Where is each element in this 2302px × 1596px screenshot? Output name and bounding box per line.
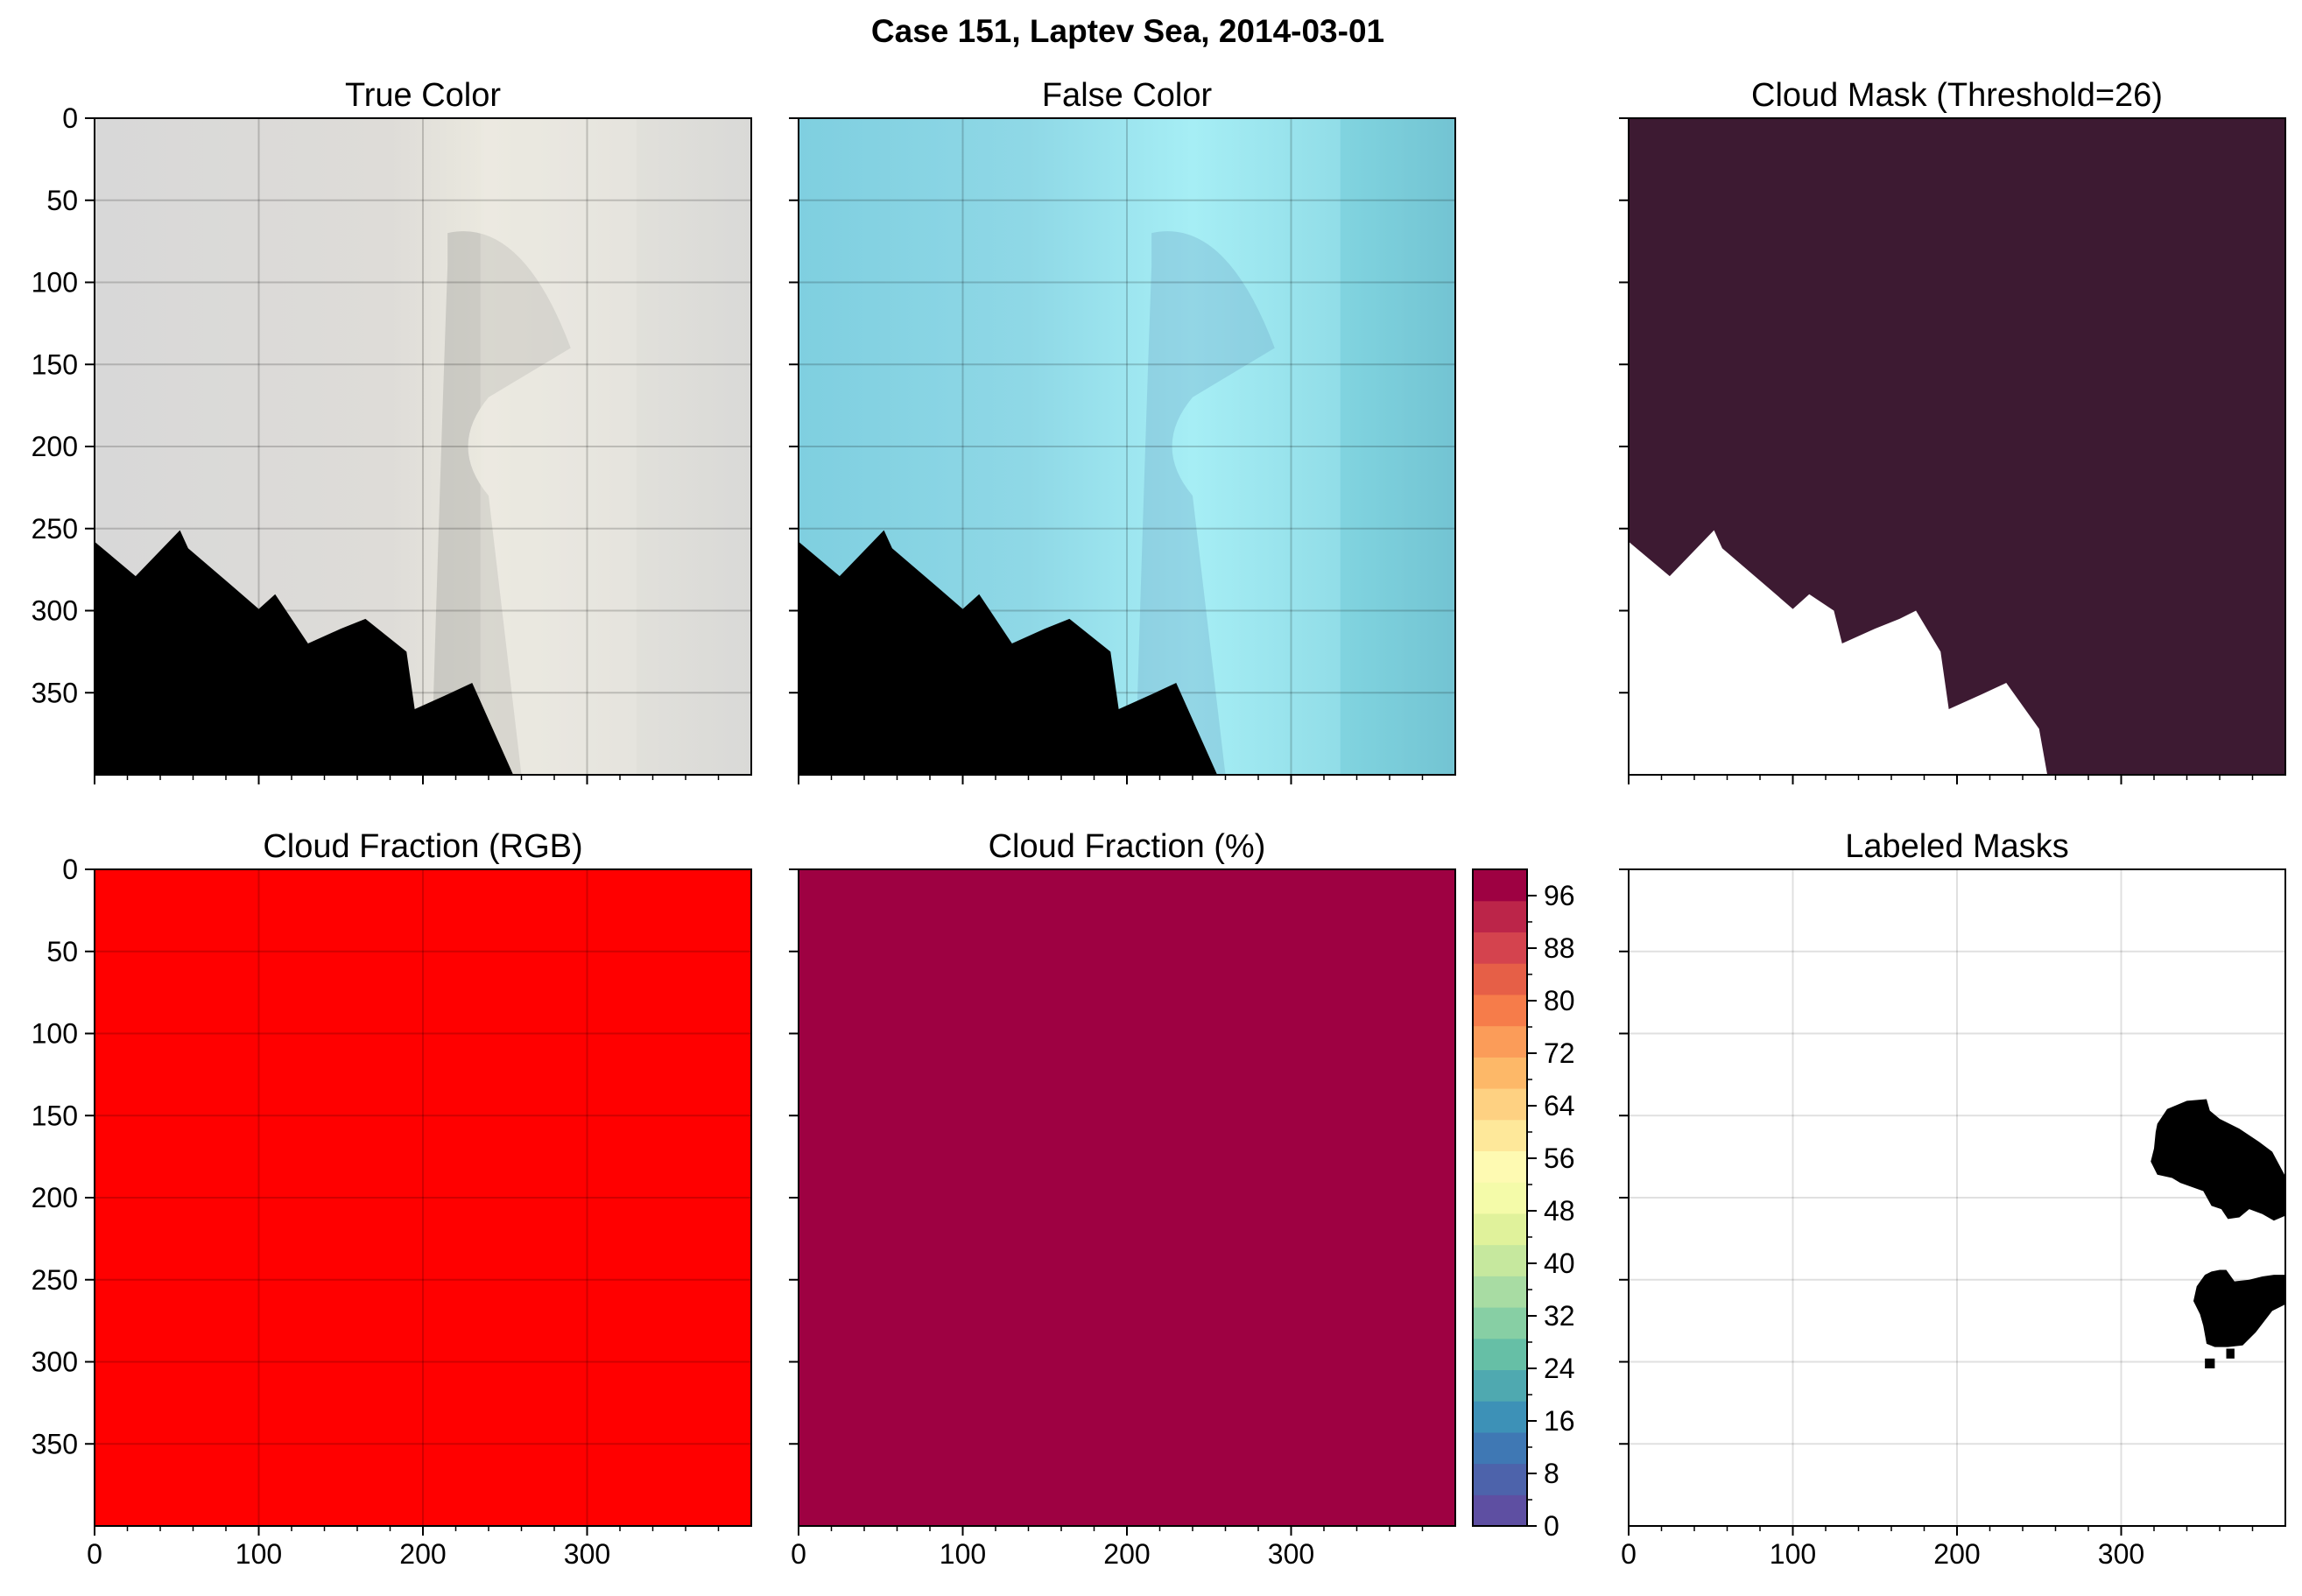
colorbar-tick-label: 40 (1544, 1248, 1575, 1279)
no-data-region (95, 530, 514, 775)
colorbar-segment (1473, 1119, 1527, 1152)
labeled-object-4 (2226, 1348, 2235, 1359)
panel-cloud-mask: Cloud Mask (Threshold=26) (1619, 77, 2286, 784)
panel-cloud-fraction-rgb: Cloud Fraction (RGB) 0 100 200 300 0 50 100 150 2… (32, 828, 752, 1570)
colorbar-tick-label: 16 (1544, 1405, 1575, 1437)
colorbar-segment (1473, 900, 1527, 933)
panel-grid: True Color 0 50 100 150 200 250 300 350 False Col… (32, 77, 2286, 1570)
y-tick-label: 100 (32, 1018, 78, 1050)
y-tick-label: 300 (32, 595, 78, 627)
y-tick-label: 150 (32, 1100, 78, 1131)
x-tick-label: 200 (1933, 1538, 1980, 1570)
colorbar-segment (1473, 869, 1527, 902)
colorbar-tick-label: 24 (1544, 1353, 1575, 1384)
mask-background (1629, 869, 2285, 1526)
plot-area (799, 118, 1455, 775)
x-tick-label: 0 (1621, 1538, 1637, 1570)
x-tick-label: 300 (1268, 1538, 1314, 1570)
colorbar-tick-label: 88 (1544, 932, 1575, 964)
y-tick-label: 350 (32, 677, 78, 708)
x-tick-label: 200 (399, 1538, 446, 1570)
colorbar-tick-label: 80 (1544, 985, 1575, 1016)
x-tick-label: 100 (1770, 1538, 1816, 1570)
y-tick-label: 0 (62, 854, 78, 885)
plot-area (799, 869, 1455, 1526)
colorbar-segment (1473, 1338, 1527, 1371)
x-tick-label: 300 (564, 1538, 610, 1570)
y-tick-label: 50 (46, 936, 78, 967)
x-tick-label: 100 (940, 1538, 986, 1570)
clear-region (1629, 530, 2048, 775)
panel-title: Labeled Masks (1845, 828, 2069, 865)
y-tick-label: 300 (32, 1346, 78, 1378)
colorbar-segment (1473, 994, 1527, 1027)
fraction-fill (95, 869, 751, 1526)
colorbar-frame (1472, 868, 1528, 1527)
colorbar-segment (1473, 1025, 1527, 1058)
figure-suptitle: Case 151, Laptev Sea, 2014-03-01 (871, 13, 1384, 49)
labeled-object-1 (2151, 1099, 2285, 1221)
colorbar-segment (1473, 1182, 1527, 1214)
dark-ice-lead (431, 231, 571, 775)
colorbar-tick-label: 32 (1544, 1300, 1575, 1332)
panel-title: Cloud Fraction (%) (989, 828, 1266, 865)
colorbar-segment (1473, 1431, 1527, 1465)
colorbar-segment (1473, 1307, 1527, 1339)
no-data-region (799, 530, 1218, 775)
colorbar: 0 8 16 24 32 40 48 56 64 72 80 88 96 (1472, 868, 1575, 1542)
x-tick-label: 0 (87, 1538, 102, 1570)
y-tick-label: 200 (32, 431, 78, 462)
panel-true-color: True Color 0 50 100 150 200 250 300 350 (32, 77, 752, 784)
y-tick-label: 350 (32, 1428, 78, 1459)
x-tick-label: 300 (2098, 1538, 2144, 1570)
panel-title: True Color (345, 77, 501, 114)
panel-title: Cloud Mask (Threshold=26) (1751, 77, 2163, 114)
x-tick-label: 100 (236, 1538, 282, 1570)
y-tick-label: 100 (32, 267, 78, 299)
fraction-fill (799, 869, 1455, 1526)
panel-cloud-fraction-pct: Cloud Fraction (%) 0 100 200 300 (789, 828, 1456, 1570)
panel-title: False Color (1042, 77, 1213, 114)
colorbar-tick-label: 48 (1544, 1195, 1575, 1227)
y-tick-label: 250 (32, 513, 78, 545)
haze-band (480, 118, 637, 775)
y-tick-label: 200 (32, 1182, 78, 1213)
colorbar-tick-label: 8 (1544, 1458, 1559, 1489)
colorbar-segment (1473, 1213, 1527, 1246)
colorbar-segment (1473, 1088, 1527, 1121)
shade-band (1340, 118, 1455, 775)
labeled-object-3 (2205, 1358, 2215, 1368)
x-tick-label: 0 (791, 1538, 806, 1570)
colorbar-segment (1473, 963, 1527, 995)
plot-area (95, 118, 751, 775)
y-tick-label: 50 (46, 185, 78, 216)
colorbar-tick-label: 0 (1544, 1510, 1559, 1542)
plot-area (1629, 118, 2285, 775)
colorbar-segment (1473, 1244, 1527, 1276)
panel-title: Cloud Fraction (RGB) (263, 828, 582, 865)
colorbar-tick-label: 56 (1544, 1143, 1575, 1174)
colorbar-tick-label: 96 (1544, 880, 1575, 911)
colorbar-segment (1473, 932, 1527, 964)
dark-ice-lead (1135, 231, 1275, 775)
y-tick-label: 150 (32, 348, 78, 380)
plot-area (95, 869, 751, 1526)
colorbar-segment (1473, 1494, 1527, 1527)
panel-labeled-masks: Labeled Masks 0 100 200 300 (1619, 828, 2286, 1570)
colorbar-tick-label: 64 (1544, 1090, 1575, 1121)
colorbar-segment (1473, 1401, 1527, 1433)
colorbar-segment (1473, 1057, 1527, 1089)
x-tick-label: 200 (1103, 1538, 1150, 1570)
labeled-object-2 (2193, 1269, 2285, 1347)
panel-false-color: False Color (789, 77, 1456, 784)
plot-area (1629, 869, 2285, 1526)
colorbar-segment (1473, 1276, 1527, 1308)
colorbar-segment (1473, 1369, 1527, 1402)
colorbar-tick-label: 72 (1544, 1037, 1575, 1069)
y-tick-label: 0 (62, 102, 78, 134)
colorbar-segment (1473, 1463, 1527, 1495)
y-tick-label: 250 (32, 1264, 78, 1296)
colorbar-segment (1473, 1150, 1527, 1183)
